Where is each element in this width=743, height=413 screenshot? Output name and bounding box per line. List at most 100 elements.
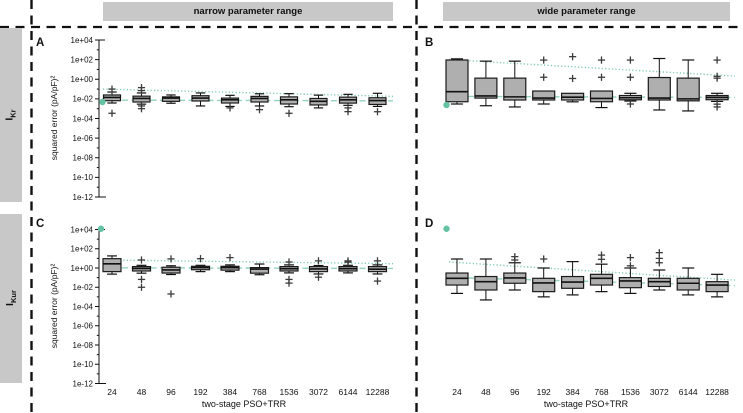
panel-letter-A: A	[36, 37, 44, 49]
boxplot-24	[102, 85, 122, 117]
x-tick-label: 192	[193, 387, 207, 397]
y-tick-label: 1e-12	[73, 379, 94, 388]
x-tick-label: 3072	[309, 387, 328, 397]
outlier-marker	[285, 279, 293, 287]
panel-B: B	[425, 37, 736, 112]
box	[102, 258, 122, 273]
x-tick-label: 48	[481, 387, 491, 397]
outlier-marker	[167, 255, 175, 263]
boxplot-384	[220, 94, 240, 112]
outlier-marker	[255, 106, 264, 114]
trend-dotted-line	[102, 259, 394, 265]
y-axis-title: squared error (pA/pF)²	[49, 76, 59, 161]
row-label-ikr: IKr	[0, 28, 22, 202]
row-label-ikur-text: IKur	[3, 290, 19, 307]
column-header-wide-label: wide parameter range	[537, 6, 636, 17]
outlier-marker	[373, 277, 382, 285]
outlier-marker	[626, 262, 634, 270]
panel-C: C 1e+04 1e+02 1e+00 1e-02 1e-04 1e-06 1e-08 1e-1…	[36, 218, 394, 409]
trend-dotted-line	[448, 261, 736, 281]
outlier-marker	[285, 109, 293, 117]
boxplot-384	[220, 254, 240, 273]
x-tick-label: 6144	[679, 387, 698, 397]
outlier-marker	[137, 256, 146, 264]
outlier-marker	[314, 273, 323, 281]
y-tick-label: 1e-06	[73, 322, 94, 331]
boxplot-192	[191, 92, 210, 107]
x-tick-label: 96	[166, 387, 176, 397]
outlier-marker	[713, 103, 721, 111]
boxplot-768	[250, 93, 269, 114]
outlier-marker	[108, 109, 116, 117]
boxplot-12288	[368, 92, 387, 116]
y-tick-label: 1e-08	[73, 154, 94, 163]
outlier-marker	[137, 283, 146, 291]
boxplot-1536	[279, 93, 299, 117]
outlier-marker	[137, 86, 146, 95]
boxplot-3072	[647, 57, 671, 111]
boxplot-6144	[338, 257, 358, 274]
outlier-marker	[137, 275, 146, 284]
outlier-marker	[167, 290, 175, 298]
panel-letter-C: C	[36, 218, 44, 230]
box	[676, 277, 700, 291]
box	[618, 277, 643, 289]
row-label-ikr-text: IKr	[3, 109, 19, 121]
x-tick-label: 384	[223, 387, 237, 397]
outlier-marker	[626, 73, 634, 81]
box	[676, 77, 700, 102]
box	[647, 76, 671, 101]
boxplot-96	[503, 253, 527, 291]
x-tick-label: 6144	[339, 387, 358, 397]
y-axis-title: squared error (pA/pF)²	[49, 264, 59, 349]
reference-dot	[97, 225, 105, 232]
panel-letter-D: D	[425, 218, 433, 230]
outlier-marker	[285, 258, 293, 266]
y-tick-label: 1e-08	[73, 341, 94, 350]
boxplot-3072	[309, 94, 328, 109]
x-tick-label: 1536	[280, 387, 299, 397]
box	[705, 281, 729, 293]
y-tick-label: 1e-10	[73, 360, 94, 369]
box	[532, 90, 556, 101]
outlier-marker	[226, 104, 234, 112]
boxplot-6144	[676, 267, 700, 296]
boxplot-1536	[279, 258, 299, 287]
y-tick-label: 1e+00	[71, 75, 94, 84]
outlier-marker	[597, 255, 606, 263]
column-header-wide: wide parameter range	[443, 2, 730, 21]
boxplot-1536	[618, 254, 643, 294]
outlier-marker	[597, 56, 606, 64]
x-tick-label: 12288	[366, 387, 390, 397]
outlier-marker	[569, 53, 577, 61]
outlier-marker	[344, 258, 352, 266]
y-axis-A: 1e+04 1e+02 1e+00 1e-02 1e-04 1e-06 1e-08 1e-10…	[71, 36, 106, 202]
boxplot-192	[532, 56, 556, 105]
y-tick-label: 1e-06	[73, 134, 94, 143]
column-header-narrow: narrow parameter range	[103, 2, 393, 21]
box	[474, 77, 498, 99]
box	[589, 90, 614, 103]
boxplot-1536	[618, 56, 643, 108]
outlier-marker	[655, 259, 663, 267]
row-label-ikur: IKur	[0, 214, 22, 383]
x-tick-label: 384	[566, 387, 580, 397]
box	[503, 77, 527, 101]
boxplot-24	[445, 258, 469, 294]
reference-dot	[443, 225, 450, 232]
outlier-marker	[226, 254, 234, 262]
outlier-marker	[314, 257, 323, 265]
x-tick-label: 3072	[650, 387, 669, 397]
y-tick-label: 1e+04	[71, 225, 94, 234]
column-header-narrow-label: narrow parameter range	[193, 6, 303, 17]
x-tick-label: 24	[107, 387, 117, 397]
y-tick-label: 1e+02	[71, 245, 94, 254]
boxplot-96	[161, 255, 181, 298]
boxplot-768	[589, 56, 614, 109]
x-tick-label: 24	[452, 387, 462, 397]
outlier-marker	[540, 56, 548, 64]
x-tick-label: 96	[510, 387, 520, 397]
box	[249, 267, 270, 274]
boxplot-12288	[705, 273, 729, 298]
